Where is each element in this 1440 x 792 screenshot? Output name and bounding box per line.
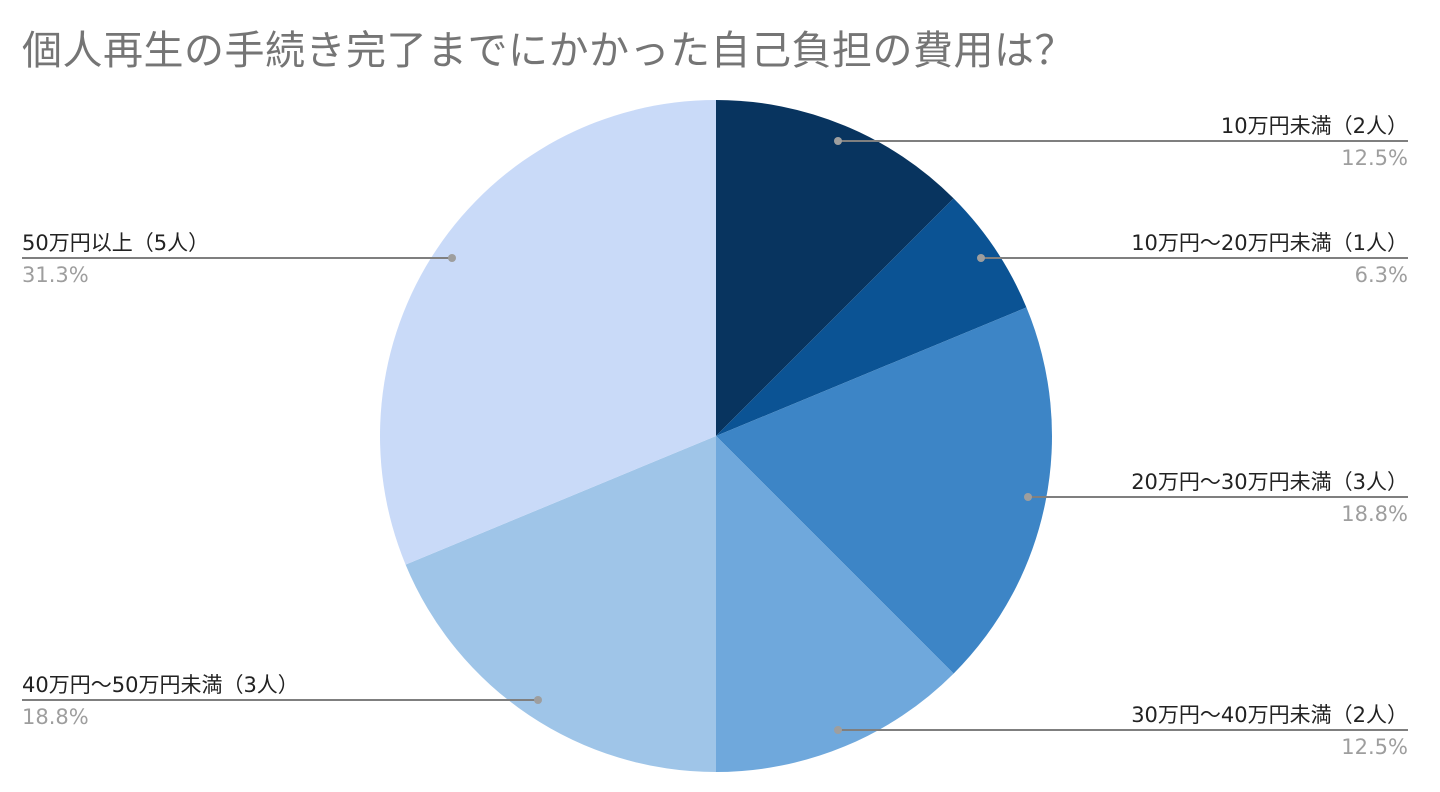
callout-dot	[834, 137, 842, 145]
callout: 10万円〜20万円未満（1人） 6.3%	[977, 231, 1408, 287]
callout: 30万円〜40万円未満（2人） 12.5%	[834, 703, 1408, 759]
callout-dot	[534, 696, 542, 704]
callout-dot	[834, 726, 842, 734]
pie-slice	[716, 198, 1027, 436]
pie-slice	[380, 100, 716, 565]
pie-slice	[716, 307, 1052, 674]
slice-label: 10万円〜20万円未満（1人）	[1131, 231, 1408, 255]
slice-label: 20万円〜30万円未満（3人）	[1131, 470, 1408, 494]
callout: 20万円〜30万円未満（3人） 18.8%	[1024, 470, 1408, 526]
chart-title: 個人再生の手続き完了までにかかった自己負担の費用は？	[22, 28, 1075, 74]
callout-dot	[977, 254, 985, 262]
slice-label: 30万円〜40万円未満（2人）	[1131, 703, 1408, 727]
pie-slice	[405, 436, 716, 772]
slice-percent-label: 18.8%	[1341, 502, 1408, 526]
slice-percent-label: 6.3%	[1355, 263, 1408, 287]
slice-label: 10万円未満（2人）	[1221, 114, 1408, 138]
callout-dot	[448, 254, 456, 262]
slice-label: 50万円以上（5人）	[22, 231, 209, 255]
pie-slice	[716, 436, 954, 772]
callout-dot	[1024, 493, 1032, 501]
pie-callouts: 10万円未満（2人） 12.5% 10万円〜20万円未満（1人） 6.3% 20万円〜3…	[22, 114, 1408, 759]
slice-percent-label: 31.3%	[22, 263, 89, 287]
pie-slice	[716, 100, 954, 436]
slice-percent-label: 12.5%	[1341, 735, 1408, 759]
slice-percent-label: 12.5%	[1341, 146, 1408, 170]
callout: 40万円〜50万円未満（3人） 18.8%	[22, 673, 542, 729]
pie-slices	[380, 100, 1052, 772]
callout: 50万円以上（5人） 31.3%	[22, 231, 456, 287]
slice-label: 40万円〜50万円未満（3人）	[22, 673, 299, 697]
callout: 10万円未満（2人） 12.5%	[834, 114, 1408, 170]
slice-percent-label: 18.8%	[22, 705, 89, 729]
